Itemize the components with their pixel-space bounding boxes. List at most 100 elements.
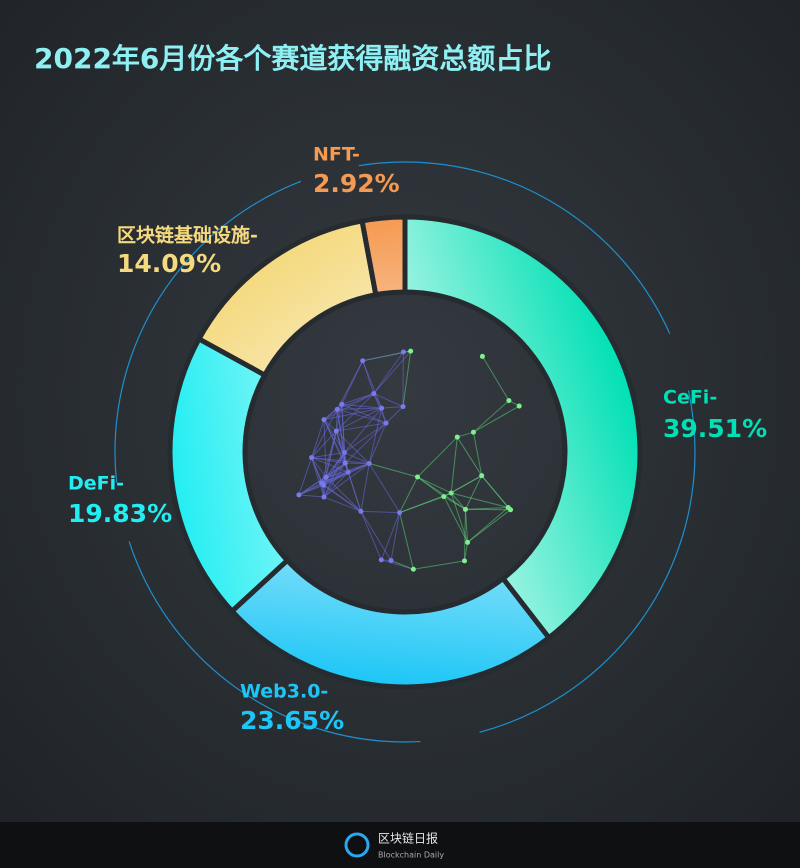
network-link [482, 356, 510, 401]
value-label: 2.92% [313, 169, 400, 198]
network-link [456, 436, 483, 476]
network-node [334, 406, 340, 412]
network-node [508, 507, 514, 513]
network-link [311, 457, 349, 473]
footer-logo [344, 832, 370, 858]
network-node [339, 401, 345, 407]
network-link [464, 509, 469, 543]
network-link [323, 496, 362, 512]
network-link [311, 457, 325, 498]
network-link [399, 476, 418, 513]
network-graphic [296, 348, 522, 572]
value-label: 23.65% [240, 706, 344, 735]
network-link [450, 492, 466, 510]
network-link [325, 463, 370, 478]
network-node [415, 474, 421, 480]
network-node [333, 428, 339, 434]
network-link [473, 405, 520, 433]
network-link [360, 510, 400, 514]
chart-title: 2022年6月份各个赛道获得融资总额占比 [34, 42, 551, 75]
footer-brand-en: Blockchain Daily [378, 851, 444, 860]
network-node [410, 566, 416, 572]
network-link [344, 422, 387, 453]
network-node [378, 557, 384, 563]
network-link [457, 431, 474, 438]
network-node [479, 473, 485, 479]
network-link [360, 511, 382, 561]
network-link [360, 463, 370, 512]
network-link [341, 404, 346, 464]
network-link [362, 360, 375, 394]
network-link [417, 476, 452, 494]
network-link [472, 432, 483, 476]
network-link [323, 419, 337, 432]
network-link [399, 496, 445, 514]
value-label: 39.51% [663, 414, 767, 443]
network-link [325, 476, 362, 512]
network-link [323, 463, 370, 486]
network-link [464, 542, 469, 561]
network-node [358, 508, 364, 514]
network-link [325, 430, 337, 478]
network-link [451, 492, 509, 509]
network-link [362, 351, 404, 362]
network-link [467, 507, 509, 543]
network-link [443, 496, 469, 543]
network-node [342, 460, 348, 466]
network-link [399, 512, 414, 570]
network-link [373, 351, 404, 394]
network-link [323, 419, 346, 464]
category-label: CeFi- [663, 387, 717, 409]
network-node [462, 506, 468, 512]
network-node [479, 353, 485, 359]
network-node [309, 455, 315, 461]
category-label: DeFi- [68, 473, 124, 495]
network-node [321, 494, 327, 500]
network-link [443, 475, 482, 498]
network-node [360, 358, 366, 364]
network-node [388, 558, 394, 564]
network-link [413, 560, 465, 570]
network-link [311, 457, 327, 478]
network-link [385, 406, 404, 424]
network-link [323, 393, 375, 421]
network-link [344, 462, 362, 512]
network-link [373, 350, 412, 394]
network-node [397, 510, 403, 516]
network-node [441, 494, 447, 500]
network-link [335, 430, 346, 464]
network-node [408, 348, 414, 354]
donut-segment [228, 556, 553, 690]
category-label: NFT- [313, 144, 360, 166]
category-label: 区块链基础设施- [117, 224, 258, 247]
network-link [336, 407, 382, 432]
network-link [336, 393, 374, 410]
network-node [366, 461, 372, 467]
network-node [321, 417, 327, 423]
network-link [481, 475, 511, 511]
network-link [450, 437, 458, 494]
network-link [335, 404, 343, 432]
network-link [323, 484, 362, 512]
network-link [323, 419, 327, 478]
donut-segment [402, 214, 643, 642]
network-link [368, 422, 387, 464]
network-node [465, 539, 471, 545]
network-link [311, 452, 345, 459]
network-link [417, 436, 458, 478]
network-link [341, 360, 364, 405]
value-label: 14.09% [117, 249, 221, 278]
network-node [400, 404, 406, 410]
network-link [298, 476, 327, 496]
network-link [373, 393, 404, 408]
network-link [443, 496, 466, 510]
network-link [473, 400, 510, 433]
donut-segment [359, 214, 408, 298]
network-link [390, 512, 401, 561]
footer-bar [0, 822, 800, 868]
network-node [323, 474, 329, 480]
network-link [368, 463, 401, 513]
